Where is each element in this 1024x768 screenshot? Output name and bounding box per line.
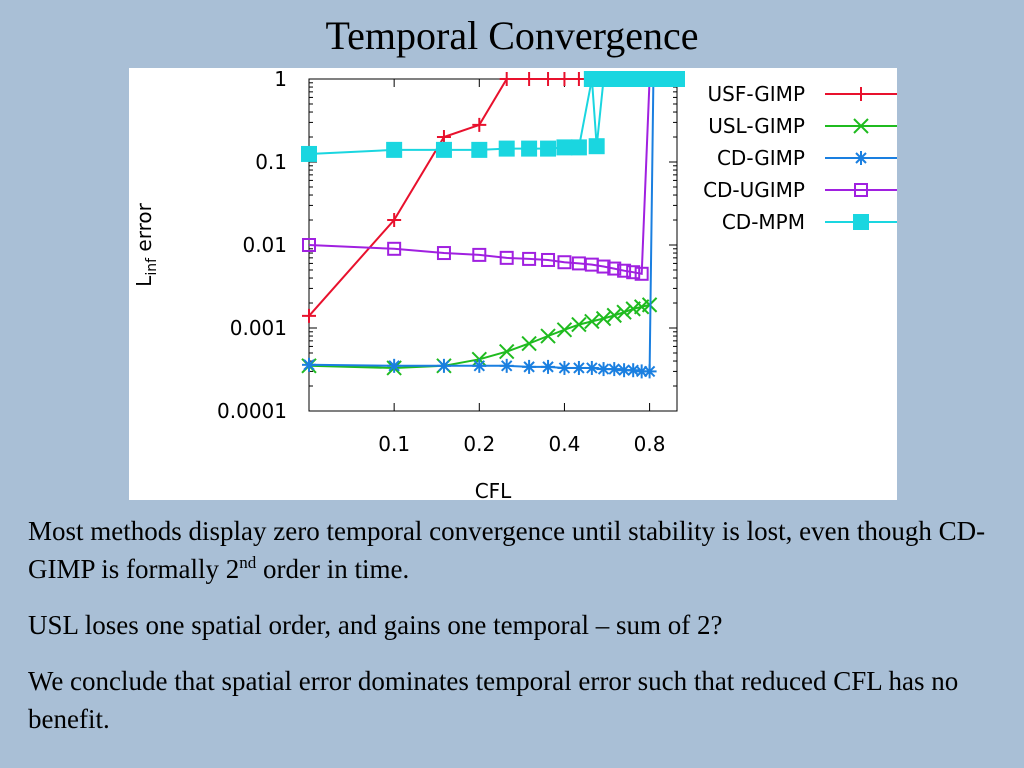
x-tick-label: 0.4 — [549, 432, 581, 456]
paragraph-1-text-a: Most methods display zero temporal conve… — [28, 516, 986, 584]
data-point-cd-mpm — [471, 141, 488, 158]
data-point-usl-gimp — [584, 313, 600, 330]
slide-body: Most methods display zero temporal conve… — [28, 512, 1008, 756]
data-point-cd-gimp — [596, 362, 611, 377]
data-point-cd-gimp — [387, 358, 402, 373]
data-point-cd-ugimp — [634, 266, 649, 281]
paragraph-3: We conclude that spatial error dominates… — [28, 666, 959, 734]
data-point-cd-gimp — [436, 358, 451, 373]
paragraph-1-superscript: nd — [239, 553, 257, 572]
data-point-cd-gimp — [302, 357, 316, 372]
y-tick-label: 0.01 — [242, 233, 287, 257]
data-point-cd-ugimp — [557, 255, 572, 270]
data-point-cd-ugimp — [472, 247, 487, 262]
y-tick-label: 1 — [274, 68, 287, 91]
legend-marker-cd-mpm — [853, 214, 869, 230]
plot-frame — [308, 78, 678, 412]
data-point-cd-mpm — [301, 145, 317, 162]
data-point-cd-gimp — [571, 360, 586, 375]
data-point-cd-gimp — [472, 358, 487, 373]
data-point-cd-mpm — [669, 71, 685, 87]
data-point-cd-mpm — [386, 141, 403, 158]
data-point-cd-ugimp — [302, 238, 316, 252]
data-point-cd-ugimp — [387, 241, 402, 256]
y-axis-label: Linf error — [132, 202, 160, 286]
data-point-cd-ugimp — [541, 252, 556, 267]
data-point-usf-gimp — [387, 213, 402, 228]
data-point-cd-gimp — [626, 363, 641, 378]
y-tick-label: 0.001 — [230, 316, 287, 340]
data-point-cd-gimp — [522, 359, 537, 374]
legend-label-cd-mpm: CD-MPM — [722, 210, 805, 234]
chart-panel: 1 0.1 0.01 0.001 0.0001 0.1 0.2 0.4 0.8 CFL Linf e… — [129, 68, 897, 500]
data-point-usf-gimp — [522, 72, 537, 86]
data-point-cd-mpm — [540, 140, 557, 157]
data-point-cd-ugimp — [596, 259, 611, 274]
series-line-cd-mpm — [308, 78, 677, 155]
x-axis-label: CFL — [475, 479, 512, 500]
data-point-cd-mpm — [521, 140, 538, 157]
data-point-cd-mpm — [641, 71, 658, 87]
y-tick-label: 0.0001 — [217, 399, 287, 423]
paragraph-1-text-b: order in time. — [256, 554, 410, 584]
data-point-usl-gimp — [498, 343, 515, 360]
data-point-cd-ugimp — [522, 251, 537, 266]
data-point-cd-ugimp — [617, 263, 632, 278]
data-point-usf-gimp — [472, 117, 487, 132]
data-point-cd-mpm — [588, 138, 605, 155]
data-point-usl-gimp — [521, 335, 537, 352]
series-line-cd-ugimp — [308, 78, 651, 275]
data-point-cd-ugimp — [436, 246, 451, 261]
data-point-cd-mpm — [556, 139, 573, 156]
data-point-usl-gimp — [540, 328, 556, 344]
paragraph-2: USL loses one spatial order, and gains o… — [28, 610, 723, 640]
legend-marker-usf-gimp — [854, 87, 868, 101]
data-point-cd-mpm — [498, 140, 515, 157]
data-point-cd-ugimp — [607, 261, 622, 276]
data-point-cd-gimp — [541, 359, 556, 374]
legend-label-usl-gimp: USL-GIMP — [708, 114, 805, 138]
data-point-cd-gimp — [557, 360, 572, 375]
data-point-cd-ugimp — [499, 250, 514, 265]
convergence-chart: 1 0.1 0.01 0.001 0.0001 0.1 0.2 0.4 0.8 CFL Linf e… — [132, 68, 897, 500]
data-point-cd-gimp — [499, 358, 514, 373]
legend-marker-cd-gimp — [854, 151, 868, 165]
x-tick-label: 0.8 — [634, 432, 666, 456]
data-point-usl-gimp — [616, 304, 632, 320]
legend-label-cd-gimp: CD-GIMP — [717, 146, 805, 170]
y-tick-label: 0.1 — [255, 150, 287, 174]
data-point-usf-gimp — [571, 72, 586, 86]
x-tick-label: 0.1 — [378, 432, 410, 456]
data-point-cd-gimp — [642, 364, 657, 379]
series-line-usf-gimp — [308, 78, 592, 317]
data-point-usf-gimp — [541, 72, 556, 86]
data-point-cd-mpm — [435, 141, 452, 158]
data-point-usl-gimp — [595, 310, 612, 327]
legend-label-cd-ugimp: CD-UGIMP — [703, 178, 805, 202]
data-point-usf-gimp — [557, 72, 572, 86]
paragraph-1: Most methods display zero temporal conve… — [28, 512, 1008, 588]
data-point-usl-gimp — [606, 307, 622, 324]
data-point-usl-gimp — [556, 322, 573, 338]
legend-label-usf-gimp: USF-GIMP — [708, 82, 806, 106]
x-tick-label: 0.2 — [463, 432, 495, 456]
legend-marker-usl-gimp — [853, 118, 869, 134]
legend-marker-cd-ugimp — [854, 183, 868, 197]
slide-title: Temporal Convergence — [325, 13, 699, 58]
data-point-usl-gimp — [571, 316, 587, 333]
data-point-cd-mpm — [570, 139, 587, 156]
data-point-cd-gimp — [584, 360, 599, 375]
data-point-usf-gimp — [302, 308, 316, 323]
data-point-cd-gimp — [607, 362, 622, 377]
data-point-usf-gimp — [436, 130, 451, 145]
data-point-usf-gimp — [499, 72, 514, 86]
data-point-cd-mpm — [656, 71, 673, 87]
data-point-cd-ugimp — [626, 265, 641, 280]
series-line-usl-gimp — [308, 303, 650, 370]
